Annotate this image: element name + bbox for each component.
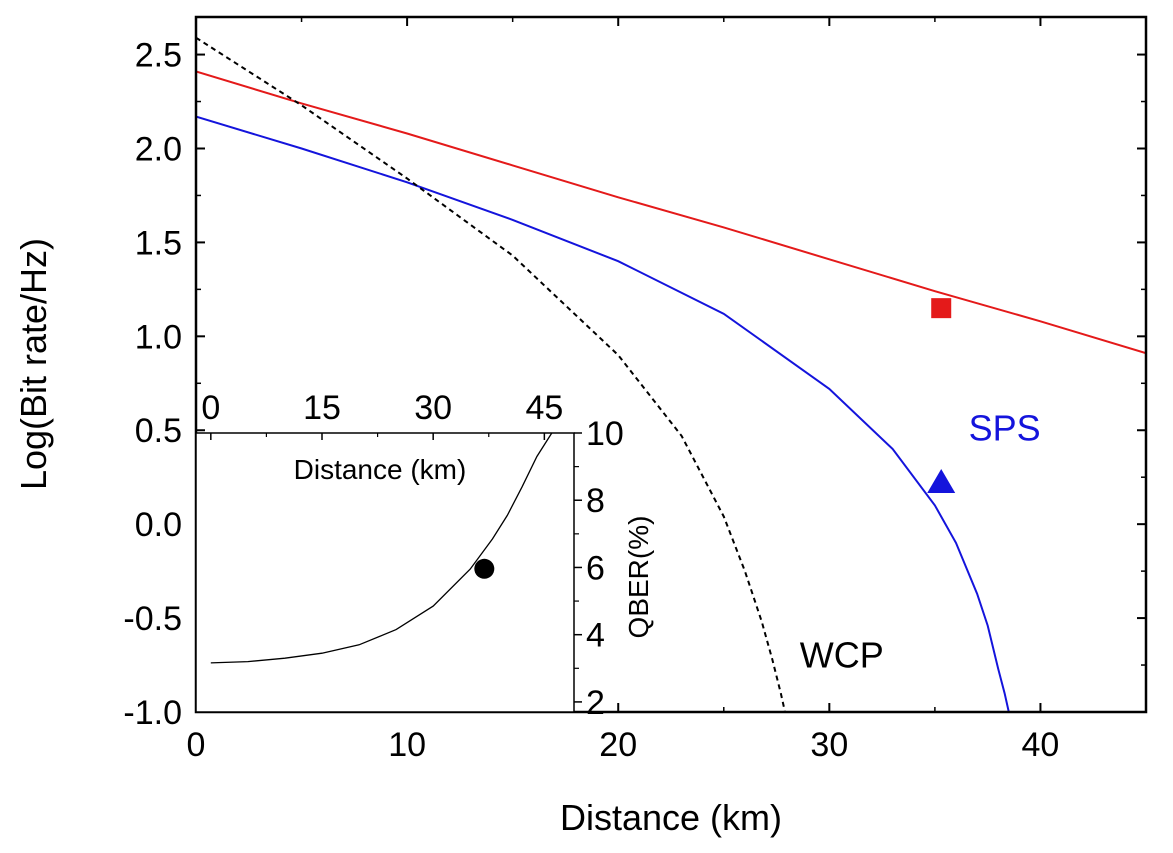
main-x-axis-title: Distance (km) xyxy=(560,797,782,838)
inset-x-tick-label: 15 xyxy=(303,389,341,427)
y-tick-label: 1.0 xyxy=(135,318,182,356)
series-line-wcp xyxy=(196,36,786,712)
inset-y-tick-label: 4 xyxy=(586,617,605,655)
inset-x-tick-label: 45 xyxy=(525,389,563,427)
series-line-sps xyxy=(196,115,1010,712)
main-marker-layer xyxy=(927,298,956,493)
inset-marker-layer xyxy=(474,558,495,579)
inset-series-layer xyxy=(210,433,553,664)
main-text-layer: 0 10 20 30 40-1.0-0.50.00.51.01.52.02.5SPSWC… xyxy=(123,37,1059,764)
x-tick-label: 40 xyxy=(1022,726,1060,764)
triangle-marker xyxy=(927,468,956,493)
x-tick-label: 0 xyxy=(187,726,206,764)
inset-y-tick-label: 6 xyxy=(586,549,605,587)
y-tick-label: -1.0 xyxy=(123,694,182,732)
annotation-wcp: WCP xyxy=(800,635,884,676)
inset-background xyxy=(196,433,574,712)
inset-y-tick-label: 10 xyxy=(586,415,624,453)
inset-y-tick-label: 2 xyxy=(586,684,605,722)
y-tick-label: 2.5 xyxy=(135,37,182,75)
inset-y-tick-label: 8 xyxy=(586,482,605,520)
main-series-layer xyxy=(196,36,1146,712)
x-tick-label: 30 xyxy=(810,726,848,764)
inset-chart: 0 15 30 45 2 4 6 8 10 Distance (km) QBER(%) xyxy=(195,389,654,722)
y-tick-label: 0.0 xyxy=(135,506,182,544)
y-tick-label: -0.5 xyxy=(123,600,182,638)
square-marker xyxy=(931,298,952,319)
x-tick-label: 10 xyxy=(388,726,426,764)
main-chart: 0 10 20 30 40-1.0-0.50.00.51.01.52.02.5SPSWC… xyxy=(13,15,1148,838)
inset-series-line-qber xyxy=(210,433,553,664)
x-tick-label: 20 xyxy=(599,726,637,764)
inset-tick-layer: 0 15 30 45 2 4 6 8 10 xyxy=(201,389,623,722)
main-y-axis-title: Log(Bit rate/Hz) xyxy=(13,238,54,490)
y-tick-label: 2.0 xyxy=(135,130,182,168)
y-tick-label: 1.5 xyxy=(135,224,182,262)
circle-marker xyxy=(474,558,495,579)
annotation-sps: SPS xyxy=(969,407,1041,448)
y-tick-label: 0.5 xyxy=(135,412,182,450)
inset-x-tick-label: 30 xyxy=(414,389,452,427)
inset-y-axis-title: QBER(%) xyxy=(623,516,654,639)
main-plot-frame xyxy=(194,15,1148,714)
inset-plot-frame xyxy=(195,432,575,713)
inset-x-axis-title: Distance (km) xyxy=(294,454,467,485)
inset-x-tick-label: 0 xyxy=(201,389,220,427)
series-line-red xyxy=(196,70,1146,355)
